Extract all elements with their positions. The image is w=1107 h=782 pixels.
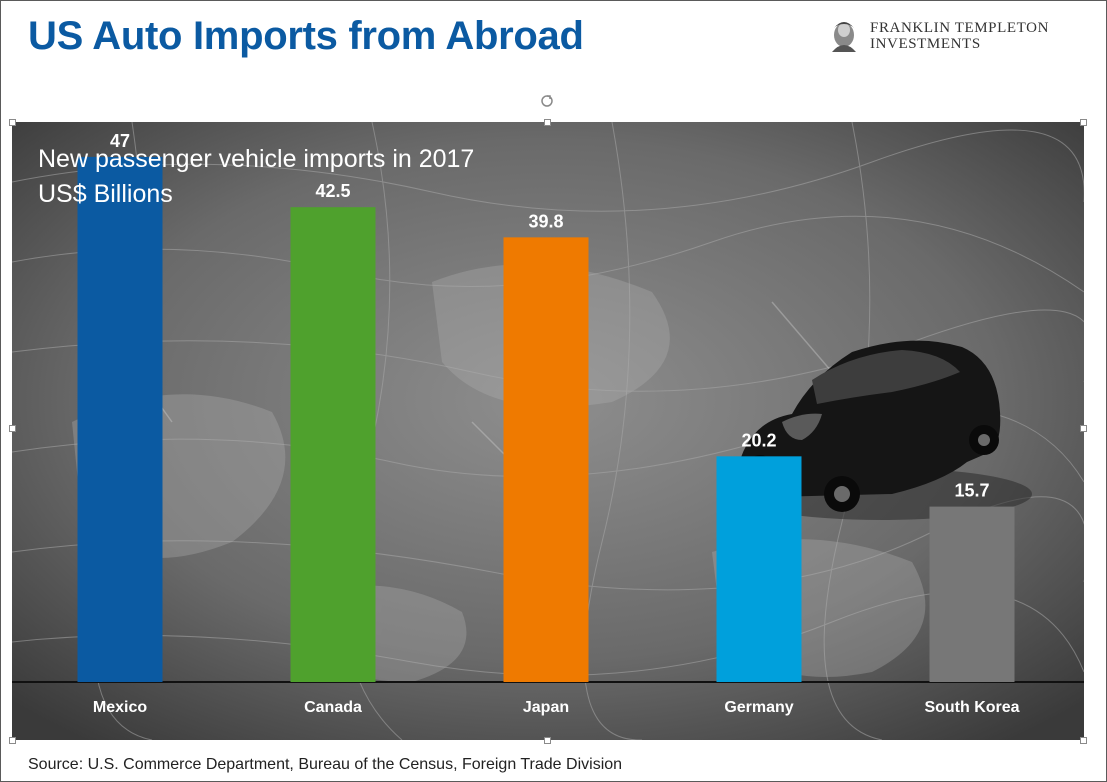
category-label: Mexico [93,699,147,716]
data-label: 15.7 [954,481,989,501]
data-label: 42.5 [315,181,350,201]
bar-canada [290,207,376,682]
chart-picture[interactable]: 47 Mexico 42.5 Canada 39.8 Japan 20.2 Germany 15… [12,122,1084,740]
benjamin-franklin-seal-icon [832,22,856,52]
data-label: 47 [110,131,130,151]
bar-south-korea [929,506,1015,682]
franklin-templeton-logo: FRANKLIN TEMPLETON INVESTMENTS [824,18,1084,58]
resize-handle-bottom[interactable] [544,737,551,744]
resize-handle-top-right[interactable] [1080,119,1087,126]
resize-handle-bottom-right[interactable] [1080,737,1087,744]
bar-mexico [77,156,163,682]
logo-line-1: FRANKLIN TEMPLETON [870,20,1050,36]
rotate-handle-icon[interactable] [540,94,554,108]
category-label: South Korea [924,699,1019,716]
bar-germany [716,456,802,682]
category-label: Japan [523,699,569,716]
bar-japan [503,237,589,682]
data-label: 39.8 [528,211,563,231]
category-label: Germany [724,699,793,716]
source-note: Source: U.S. Commerce Department, Bureau… [28,756,623,773]
data-label: 20.2 [741,430,776,450]
page-title: US Auto Imports from Abroad [28,14,584,58]
resize-handle-bottom-left[interactable] [9,737,16,744]
chart-subtitle: US$ Billions [38,180,173,208]
resize-handle-left[interactable] [9,425,16,432]
logo-line-2: INVESTMENTS [870,36,981,52]
resize-handle-top[interactable] [544,119,551,126]
resize-handle-top-left[interactable] [9,119,16,126]
category-label: Canada [304,699,362,716]
resize-handle-right[interactable] [1080,425,1087,432]
bar-chart: 47 Mexico 42.5 Canada 39.8 Japan 20.2 Germany 15… [12,131,1084,716]
chart-title: New passenger vehicle imports in 2017 [38,145,475,173]
